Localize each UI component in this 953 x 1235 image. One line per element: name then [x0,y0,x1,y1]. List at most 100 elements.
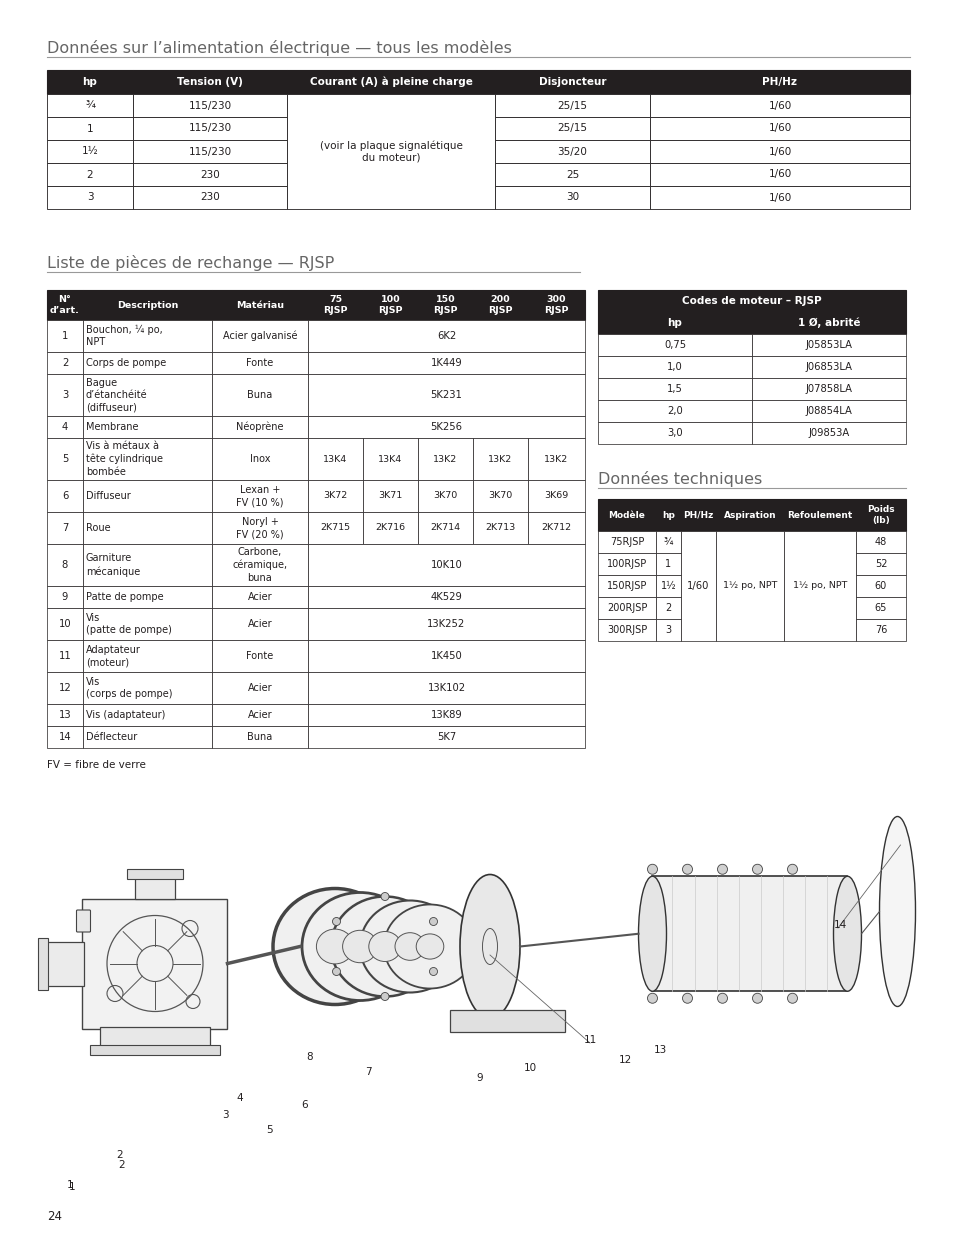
Text: 2: 2 [87,169,93,179]
Bar [83,290,212,320]
Bar [783,499,855,531]
Ellipse shape [384,904,476,988]
Text: J09853A: J09853A [807,429,849,438]
Text: 14: 14 [59,732,71,742]
Bar [598,576,656,597]
Text: Acier galvanisé: Acier galvanisé [222,331,297,341]
Bar [495,186,649,209]
Bar [656,597,680,619]
Text: 1: 1 [62,331,68,341]
Bar [82,899,227,1029]
Text: Bague
d’étanchéité
(diffuseur): Bague d’étanchéité (diffuseur) [86,378,148,412]
Text: 2K712: 2K712 [541,524,571,532]
Text: 13K252: 13K252 [427,619,465,629]
Text: 5K256: 5K256 [430,422,462,432]
Bar [90,1045,220,1055]
Bar [47,320,83,352]
Text: 10: 10 [59,619,71,629]
Bar [473,513,527,543]
Text: (voir la plaque signalétique
du moteur): (voir la plaque signalétique du moteur) [319,140,462,163]
Bar [450,1009,564,1031]
Bar [495,140,649,163]
Text: 2K715: 2K715 [320,524,350,532]
Bar [716,499,783,531]
Bar [495,163,649,186]
Text: hp: hp [667,317,681,329]
Circle shape [681,993,692,1003]
Bar [656,619,680,641]
Bar [287,94,495,209]
Bar [680,531,716,641]
Text: 0,75: 0,75 [663,340,685,350]
Text: Description: Description [116,300,178,310]
Text: Données techniques: Données techniques [598,471,761,487]
Bar [527,438,584,480]
Text: Roue: Roue [86,522,111,534]
Text: Membrane: Membrane [86,422,138,432]
Bar [47,163,132,186]
Circle shape [752,864,761,874]
Text: 14: 14 [833,920,845,930]
Bar [716,531,783,641]
Bar [495,70,649,94]
Ellipse shape [331,897,438,997]
Bar [417,480,473,513]
Bar [855,619,905,641]
Text: 6: 6 [62,492,68,501]
Bar [308,374,584,416]
Text: ¾: ¾ [85,100,95,110]
Circle shape [380,993,389,1000]
Text: 3K70: 3K70 [488,492,512,500]
Text: 25/15: 25/15 [557,100,587,110]
Bar [598,290,905,312]
Text: 4K529: 4K529 [430,592,462,601]
Bar [83,543,212,585]
Text: J08854LA: J08854LA [804,406,852,416]
Text: 3,0: 3,0 [666,429,682,438]
Bar [363,438,417,480]
Text: Acier: Acier [248,710,272,720]
Text: 3: 3 [87,193,93,203]
Ellipse shape [416,934,443,960]
Text: 5: 5 [267,1125,273,1135]
Text: 2: 2 [664,603,671,613]
Bar [83,480,212,513]
Text: 3K70: 3K70 [433,492,457,500]
Text: 8: 8 [62,559,68,571]
Bar [598,597,656,619]
Text: Données sur l’alimentation électrique — tous les modèles: Données sur l’alimentation électrique — … [47,40,512,56]
Text: 1: 1 [665,559,671,569]
Bar [47,704,83,726]
Bar [363,513,417,543]
Text: Inox: Inox [250,454,270,464]
Circle shape [380,893,389,900]
Text: Acier: Acier [248,683,272,693]
Ellipse shape [638,877,666,992]
Bar [598,378,751,400]
Bar [308,672,584,704]
Bar [47,585,83,608]
Text: J07858LA: J07858LA [804,384,852,394]
Text: 13K2: 13K2 [544,454,568,463]
Bar [649,70,909,94]
Bar [47,513,83,543]
Bar [83,726,212,748]
Bar [83,704,212,726]
Bar [212,480,308,513]
Bar [132,186,287,209]
Text: Codes de moteur – RJSP: Codes de moteur – RJSP [681,296,821,306]
Bar [212,704,308,726]
Ellipse shape [833,877,861,992]
Text: Carbone,
céramique,
buna: Carbone, céramique, buna [233,547,287,583]
Bar [649,117,909,140]
Text: 1: 1 [87,124,93,133]
Text: Fonte: Fonte [246,651,274,661]
Circle shape [333,918,340,925]
Bar [47,186,132,209]
Bar [363,290,417,320]
Text: Tension (V): Tension (V) [177,77,243,86]
Bar [127,868,183,878]
Bar [598,619,656,641]
Bar [473,290,527,320]
Bar [495,94,649,117]
